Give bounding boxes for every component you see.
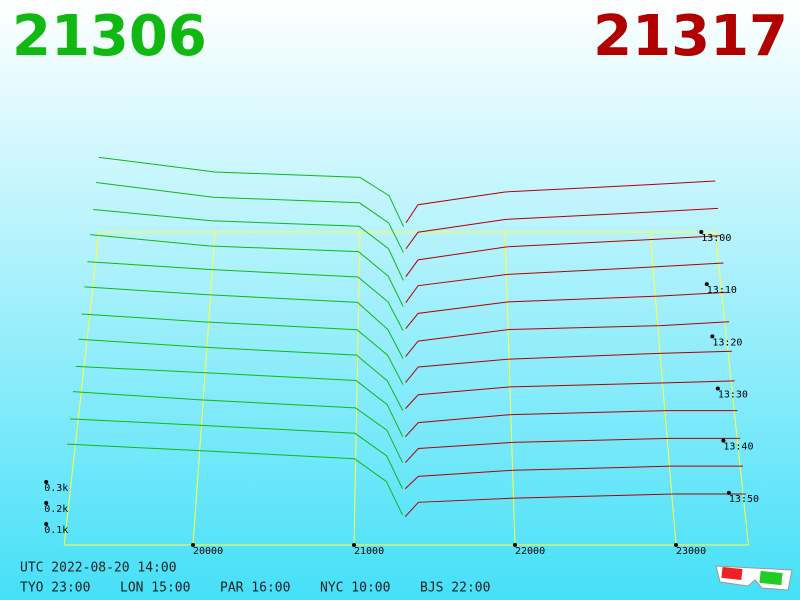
ask-depth-line (404, 410, 738, 437)
z-tick-mark (699, 230, 704, 234)
clock: TYO 23:00 (20, 581, 90, 596)
bid-depth-line (93, 209, 404, 281)
z-tick-label: 13:10 (707, 285, 737, 296)
clock: PAR 16:00 (220, 581, 290, 596)
y-tick-label: 0.3k (44, 483, 68, 494)
z-tick-label: 13:20 (712, 337, 742, 348)
x-tick-mark (191, 543, 195, 547)
bid-depth-line (78, 338, 404, 411)
glasses-icon (715, 565, 793, 591)
ask-depth-line (405, 380, 735, 409)
y-tick-mark (44, 522, 49, 526)
y-tick-mark (44, 501, 49, 505)
y-tick-label: 0.1k (44, 525, 68, 536)
grid-edge (63, 231, 100, 546)
bid-depth-line (87, 261, 404, 331)
x-tick-mark (674, 543, 678, 547)
grid-edge (714, 231, 749, 546)
z-tick-mark (726, 490, 731, 495)
z-tick-label: 13:40 (723, 442, 753, 453)
grid-line (504, 231, 516, 546)
ask-depth-line (405, 180, 716, 224)
utc-time: UTC 2022-08-20 14:00 (20, 561, 177, 576)
y-tick-label: 0.2k (44, 504, 68, 515)
x-tick-mark (352, 543, 356, 547)
bid-depth-line (72, 391, 404, 463)
ask-depth-line (405, 291, 727, 329)
bid-depth-line (90, 234, 404, 307)
z-tick-label: 13:30 (718, 390, 748, 401)
clock: LON 15:00 (120, 581, 190, 596)
z-tick-mark (721, 438, 726, 443)
clock: BJS 22:00 (420, 581, 490, 596)
bid-depth-line (67, 443, 403, 515)
bid-depth-line (84, 286, 404, 359)
ask-depth-line (405, 262, 724, 303)
ask-depth-line (405, 235, 721, 277)
ask-depth-line (404, 465, 743, 490)
ask-depth-line (405, 321, 730, 357)
bid-depth-line (98, 156, 404, 227)
ask-depth-line (405, 207, 719, 250)
grid-line (192, 231, 216, 546)
z-tick-mark (715, 386, 720, 391)
y-tick-mark (44, 480, 49, 484)
grid-line (353, 231, 361, 546)
ask-depth-line (405, 350, 732, 383)
bid-price: 21306 (12, 4, 207, 69)
z-tick-mark (710, 334, 715, 339)
z-tick-label: 13:00 (701, 233, 731, 244)
ask-depth-line (404, 437, 741, 464)
x-tick-label: 23000 (676, 546, 706, 557)
bid-depth-line (75, 365, 404, 437)
ask-depth-line (404, 493, 746, 518)
bid-depth-line (69, 418, 403, 489)
grid-line (649, 231, 677, 546)
z-tick-label: 13:50 (729, 494, 759, 505)
x-tick-label: 21000 (354, 546, 384, 557)
x-tick-mark (513, 543, 517, 547)
z-tick-mark (704, 282, 709, 287)
clock: NYC 10:00 (320, 581, 390, 596)
bid-depth-line (81, 313, 404, 385)
bid-depth-line (96, 182, 404, 253)
x-tick-label: 20000 (193, 546, 223, 557)
x-tick-label: 22000 (515, 546, 545, 557)
ask-price: 21317 (593, 4, 788, 69)
